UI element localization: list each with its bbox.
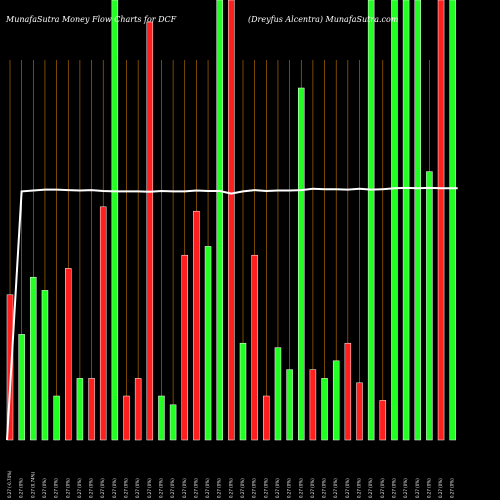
- bar-down: [65, 268, 72, 441]
- bar-up: [111, 0, 119, 441]
- x-tick-label: 0.27 (0%): [182, 478, 187, 498]
- bar-down: [88, 378, 95, 441]
- x-tick-label: 0.27 (0%): [135, 478, 140, 498]
- bar-up: [286, 369, 293, 441]
- x-tick-label: 0.27 (0%): [42, 478, 47, 498]
- bar-down: [379, 400, 387, 441]
- bar-up: [391, 0, 398, 441]
- bar-up: [449, 0, 456, 441]
- x-tick-labels: 0.27 (-0.74%) 0.27 (0%) 0.27 (0.74%) 0.27 (…: [7, 470, 455, 498]
- bar-up: [158, 395, 165, 441]
- x-tick-label: 0.27 (0%): [147, 478, 152, 498]
- bar-up: [402, 0, 410, 441]
- bar-up: [76, 378, 84, 441]
- bar-down: [146, 21, 154, 441]
- bar-down: [344, 342, 352, 441]
- bar-up: [204, 246, 212, 441]
- x-tick-label: 0.27 (0%): [19, 478, 24, 498]
- x-tick-label: 0.27 (0%): [228, 478, 233, 498]
- x-tick-label: 0.27 (0%): [438, 478, 443, 498]
- x-tick-label: 0.27 (0%): [193, 478, 198, 498]
- bar-up: [367, 0, 375, 441]
- bar-up: [321, 378, 328, 441]
- x-tick-label: 0.27 (0%): [65, 478, 70, 498]
- bar-down: [6, 294, 14, 441]
- bar-down: [437, 0, 445, 441]
- x-tick-label: 0.27 (0%): [240, 478, 245, 498]
- bar-down: [123, 395, 130, 441]
- x-tick-label: 0.27 (0%): [415, 478, 420, 498]
- bar-down: [263, 395, 270, 441]
- x-tick-label: 0.27 (0%): [426, 478, 431, 498]
- x-tick-label: 0.27 (0%): [100, 478, 105, 498]
- x-tick-label: 0.27 (0%): [391, 478, 396, 498]
- bar-up: [414, 0, 421, 441]
- x-tick-label: 0.27 (0%): [158, 478, 163, 498]
- x-tick-label: 0.27 (0%): [252, 478, 257, 498]
- bar-down: [181, 254, 188, 441]
- bar-down: [193, 210, 200, 441]
- bar-up: [216, 0, 223, 441]
- x-tick-label: 0.27 (0%): [333, 478, 338, 498]
- bar-down: [99, 206, 107, 441]
- x-tick-label: 0.27 (0%): [368, 478, 373, 498]
- x-tick-label: 0.27 (0%): [217, 478, 222, 498]
- x-tick-label: 0.27 (0%): [77, 478, 82, 498]
- x-tick-label: 0.27 (0%): [263, 478, 268, 498]
- bar-up: [169, 404, 177, 441]
- bar-up: [274, 347, 282, 441]
- x-tick-label: 0.27 (0%): [170, 478, 175, 498]
- bar-up: [332, 360, 340, 441]
- flow-line-group: [6, 186, 458, 441]
- bar-down: [356, 382, 363, 441]
- x-tick-label: 0.27 (0%): [450, 478, 455, 498]
- x-tick-label: 0.27 (0%): [322, 478, 327, 498]
- x-tick-label: 0.27 (0%): [298, 478, 303, 498]
- x-tick-label: 0.27 (0%): [345, 478, 350, 498]
- x-tick-label: 0.27 (0%): [124, 478, 129, 498]
- bar-up: [30, 276, 37, 441]
- bar-up: [41, 290, 49, 441]
- chart-title: MunafaSutra Money Flow Charts for DCF: [5, 15, 177, 24]
- bar-up: [53, 395, 60, 441]
- x-tick-label: 0.27 (0%): [403, 478, 408, 498]
- bar-up: [239, 342, 247, 441]
- x-tick-label: 0.27 (0%): [275, 478, 280, 498]
- x-tick-label: 0.27 (0%): [89, 478, 94, 498]
- x-tick-label: 0.27 (0.74%): [30, 472, 35, 498]
- bar-up: [298, 87, 305, 441]
- flow-line: [6, 186, 458, 441]
- bar-down: [134, 378, 142, 441]
- bar-up: [18, 334, 25, 441]
- bar-up: [426, 171, 433, 441]
- x-tick-label: 0.27 (0%): [287, 478, 292, 498]
- bar-down: [309, 369, 317, 441]
- x-tick-label: 0.27 (0%): [310, 478, 315, 498]
- x-tick-label: 0.27 (0%): [357, 478, 362, 498]
- x-tick-label: 0.27 (0%): [112, 478, 117, 498]
- x-tick-label: 0.27 (0%): [205, 478, 210, 498]
- bars-group: [6, 0, 456, 441]
- bar-down: [228, 0, 235, 441]
- x-tick-label: 0.27 (0%): [54, 478, 59, 498]
- bar-down: [251, 254, 258, 441]
- x-tick-label: 0.27 (-0.74%): [7, 470, 12, 498]
- chart-subtitle: (Dreyfus Alcentra) MunafaSutra.com: [248, 15, 399, 24]
- x-tick-label: 0.27 (0%): [380, 478, 385, 498]
